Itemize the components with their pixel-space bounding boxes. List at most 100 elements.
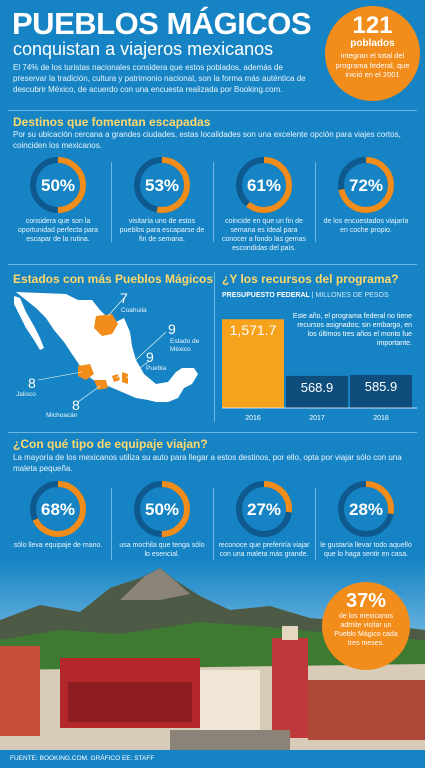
bar-2018 — [350, 374, 412, 408]
map-label-edomex: Estado de México — [170, 338, 200, 353]
destinos-title: Destinos que fomentan escapadas — [13, 115, 211, 129]
equipaje-description: La mayoría de los mexicanos utiliza su a… — [13, 453, 402, 473]
divider — [315, 162, 316, 242]
estados-title: Estados con más Pueblos Mágicos — [13, 272, 214, 286]
bar-value-label: 1,571.7 — [230, 322, 277, 338]
donut-chart: 72% — [338, 157, 394, 213]
donut-percent-label: 28% — [349, 500, 383, 519]
donut-chart: 61% — [236, 157, 292, 213]
total-badge-text: integran el total del programa federal, … — [335, 51, 410, 79]
donut-chart: 27% — [236, 481, 292, 537]
divider — [8, 110, 417, 111]
map-label-jalisco: Jalisco — [16, 391, 36, 398]
stat-caption: sólo lleva equipaje de mano. — [13, 542, 103, 549]
map-leader-line — [115, 331, 167, 379]
divider — [111, 162, 112, 242]
total-badge-unit: poblados — [350, 38, 395, 49]
donut-percent-label: 53% — [145, 176, 179, 195]
bar-value-label: 585.9 — [365, 379, 398, 394]
chart-subtitle-units: MILLONES DE PESOS — [315, 292, 389, 299]
donut-percent-label: 50% — [145, 500, 179, 519]
map-count-edomex: 9 — [168, 321, 176, 337]
divider — [111, 488, 112, 560]
map-label-puebla: Puebla — [146, 365, 167, 372]
map-leader-line — [37, 371, 83, 381]
chart-subtitle-label: PRESUPUESTO FEDERAL — [222, 292, 310, 299]
stat-caption: usa mochila que tenga sólo lo esencial. — [119, 542, 205, 558]
donut-value-arc — [134, 481, 190, 537]
quarterly-visit-badge: 37% de los mexicanos admite visitar un P… — [322, 582, 410, 670]
donut-chart: 68% — [30, 481, 86, 537]
bar-2017 — [286, 375, 348, 408]
budget-bar-chart: 1,571.7 2016 568.9 2017 585.9 2018 — [222, 319, 417, 422]
building-arches — [68, 682, 192, 722]
mountain-rock — [120, 568, 190, 600]
destinos-stat-1: 50% considera que son la oportunidad per… — [8, 156, 108, 244]
x-tick-label: 2017 — [309, 415, 325, 422]
donut-percent-label: 27% — [247, 500, 281, 519]
donut-chart: 50% — [30, 157, 86, 213]
donut-percent-label: 50% — [41, 176, 75, 195]
map-count-puebla: 9 — [146, 349, 154, 365]
quarterly-visit-text: de los mexicanos admite visitar un Puebl… — [334, 613, 398, 647]
stat-caption: de los encuestados viajaría en coche pro… — [323, 218, 409, 234]
stat-caption: le gustaría llevar todo aquello que lo h… — [320, 542, 412, 558]
map-count-michoacan: 8 — [72, 397, 80, 413]
donut-chart: 28% — [338, 481, 394, 537]
donut-percent-label: 61% — [247, 176, 281, 195]
donut-value-arc — [338, 157, 394, 213]
map-land — [16, 292, 198, 402]
total-badge-number: 121 — [352, 12, 393, 39]
map-label-michoacan: Michoacán — [46, 412, 78, 419]
x-tick-label: 2018 — [373, 415, 389, 422]
mexico-map: 7 Coahuila 9 Estado de México 9 Puebla 8… — [8, 288, 208, 420]
donut-value-arc — [236, 481, 292, 537]
map-state-jalisco — [78, 364, 94, 380]
donut-value-arc — [134, 157, 190, 213]
destinos-stat-3: 61% coincide en que un fin de semana es … — [214, 156, 314, 253]
destinos-stat-2: 53% visitaría uno de estos pueblos para … — [112, 156, 212, 244]
divider — [213, 488, 214, 560]
intro-text: El 74% de los turistas nacionales consid… — [13, 63, 306, 94]
chart-note: Este año, el programa federal no tiene r… — [292, 313, 412, 347]
stat-caption: visitaría uno de estos pueblos para esca… — [119, 218, 205, 243]
donut-chart: 50% — [134, 481, 190, 537]
stat-caption: reconoce que preferiría viajar con una m… — [218, 542, 310, 558]
donut-percent-label: 72% — [349, 176, 383, 195]
street — [170, 730, 290, 750]
equipaje-stat-2: 50% usa mochila que tenga sólo lo esenci… — [112, 480, 212, 559]
quarterly-visit-number: 37% — [345, 590, 387, 612]
map-label-coahuila: Coahuila — [121, 307, 147, 314]
divider — [214, 272, 215, 422]
donut-value-arc — [236, 157, 292, 213]
chart-subtitle-separator: | — [311, 292, 314, 299]
divider — [315, 488, 316, 560]
map-state-coahuila — [94, 314, 118, 336]
map-count-coahuila: 7 — [120, 290, 128, 306]
bar-value-label: 568.9 — [301, 380, 334, 395]
chart-subtitle: PRESUPUESTO FEDERAL | MILLONES DE PESOS — [222, 292, 389, 300]
map-state-puebla — [122, 372, 128, 384]
equipaje-stat-4: 28% le gustaría llevar todo aquello que … — [316, 480, 416, 559]
donut-value-arc — [30, 481, 86, 537]
stat-caption: considera que son la oportunidad perfect… — [17, 218, 99, 243]
donut-value-arc — [338, 481, 394, 537]
divider — [8, 264, 417, 265]
map-leader-line — [107, 297, 125, 317]
x-tick-label: 2016 — [245, 415, 261, 422]
equipaje-title: ¿Con qué tipo de equipaje viajan? — [13, 437, 208, 451]
map-baja — [14, 296, 44, 350]
equipaje-stat-3: 27% reconoce que preferiría viajar con u… — [214, 480, 314, 559]
map-count-jalisco: 8 — [28, 375, 36, 391]
page-subtitle: conquistan a viajeros mexicanos — [13, 39, 274, 59]
donut-percent-label: 68% — [41, 500, 75, 519]
church-tower — [272, 638, 308, 738]
building-right — [308, 680, 425, 740]
divider — [213, 162, 214, 242]
building-white — [200, 670, 260, 730]
map-leader-line — [125, 361, 149, 379]
building-left — [0, 646, 40, 736]
total-badge: 121 poblados integran el total del progr… — [325, 6, 420, 101]
recursos-title: ¿Y los recursos del programa? — [222, 272, 399, 286]
